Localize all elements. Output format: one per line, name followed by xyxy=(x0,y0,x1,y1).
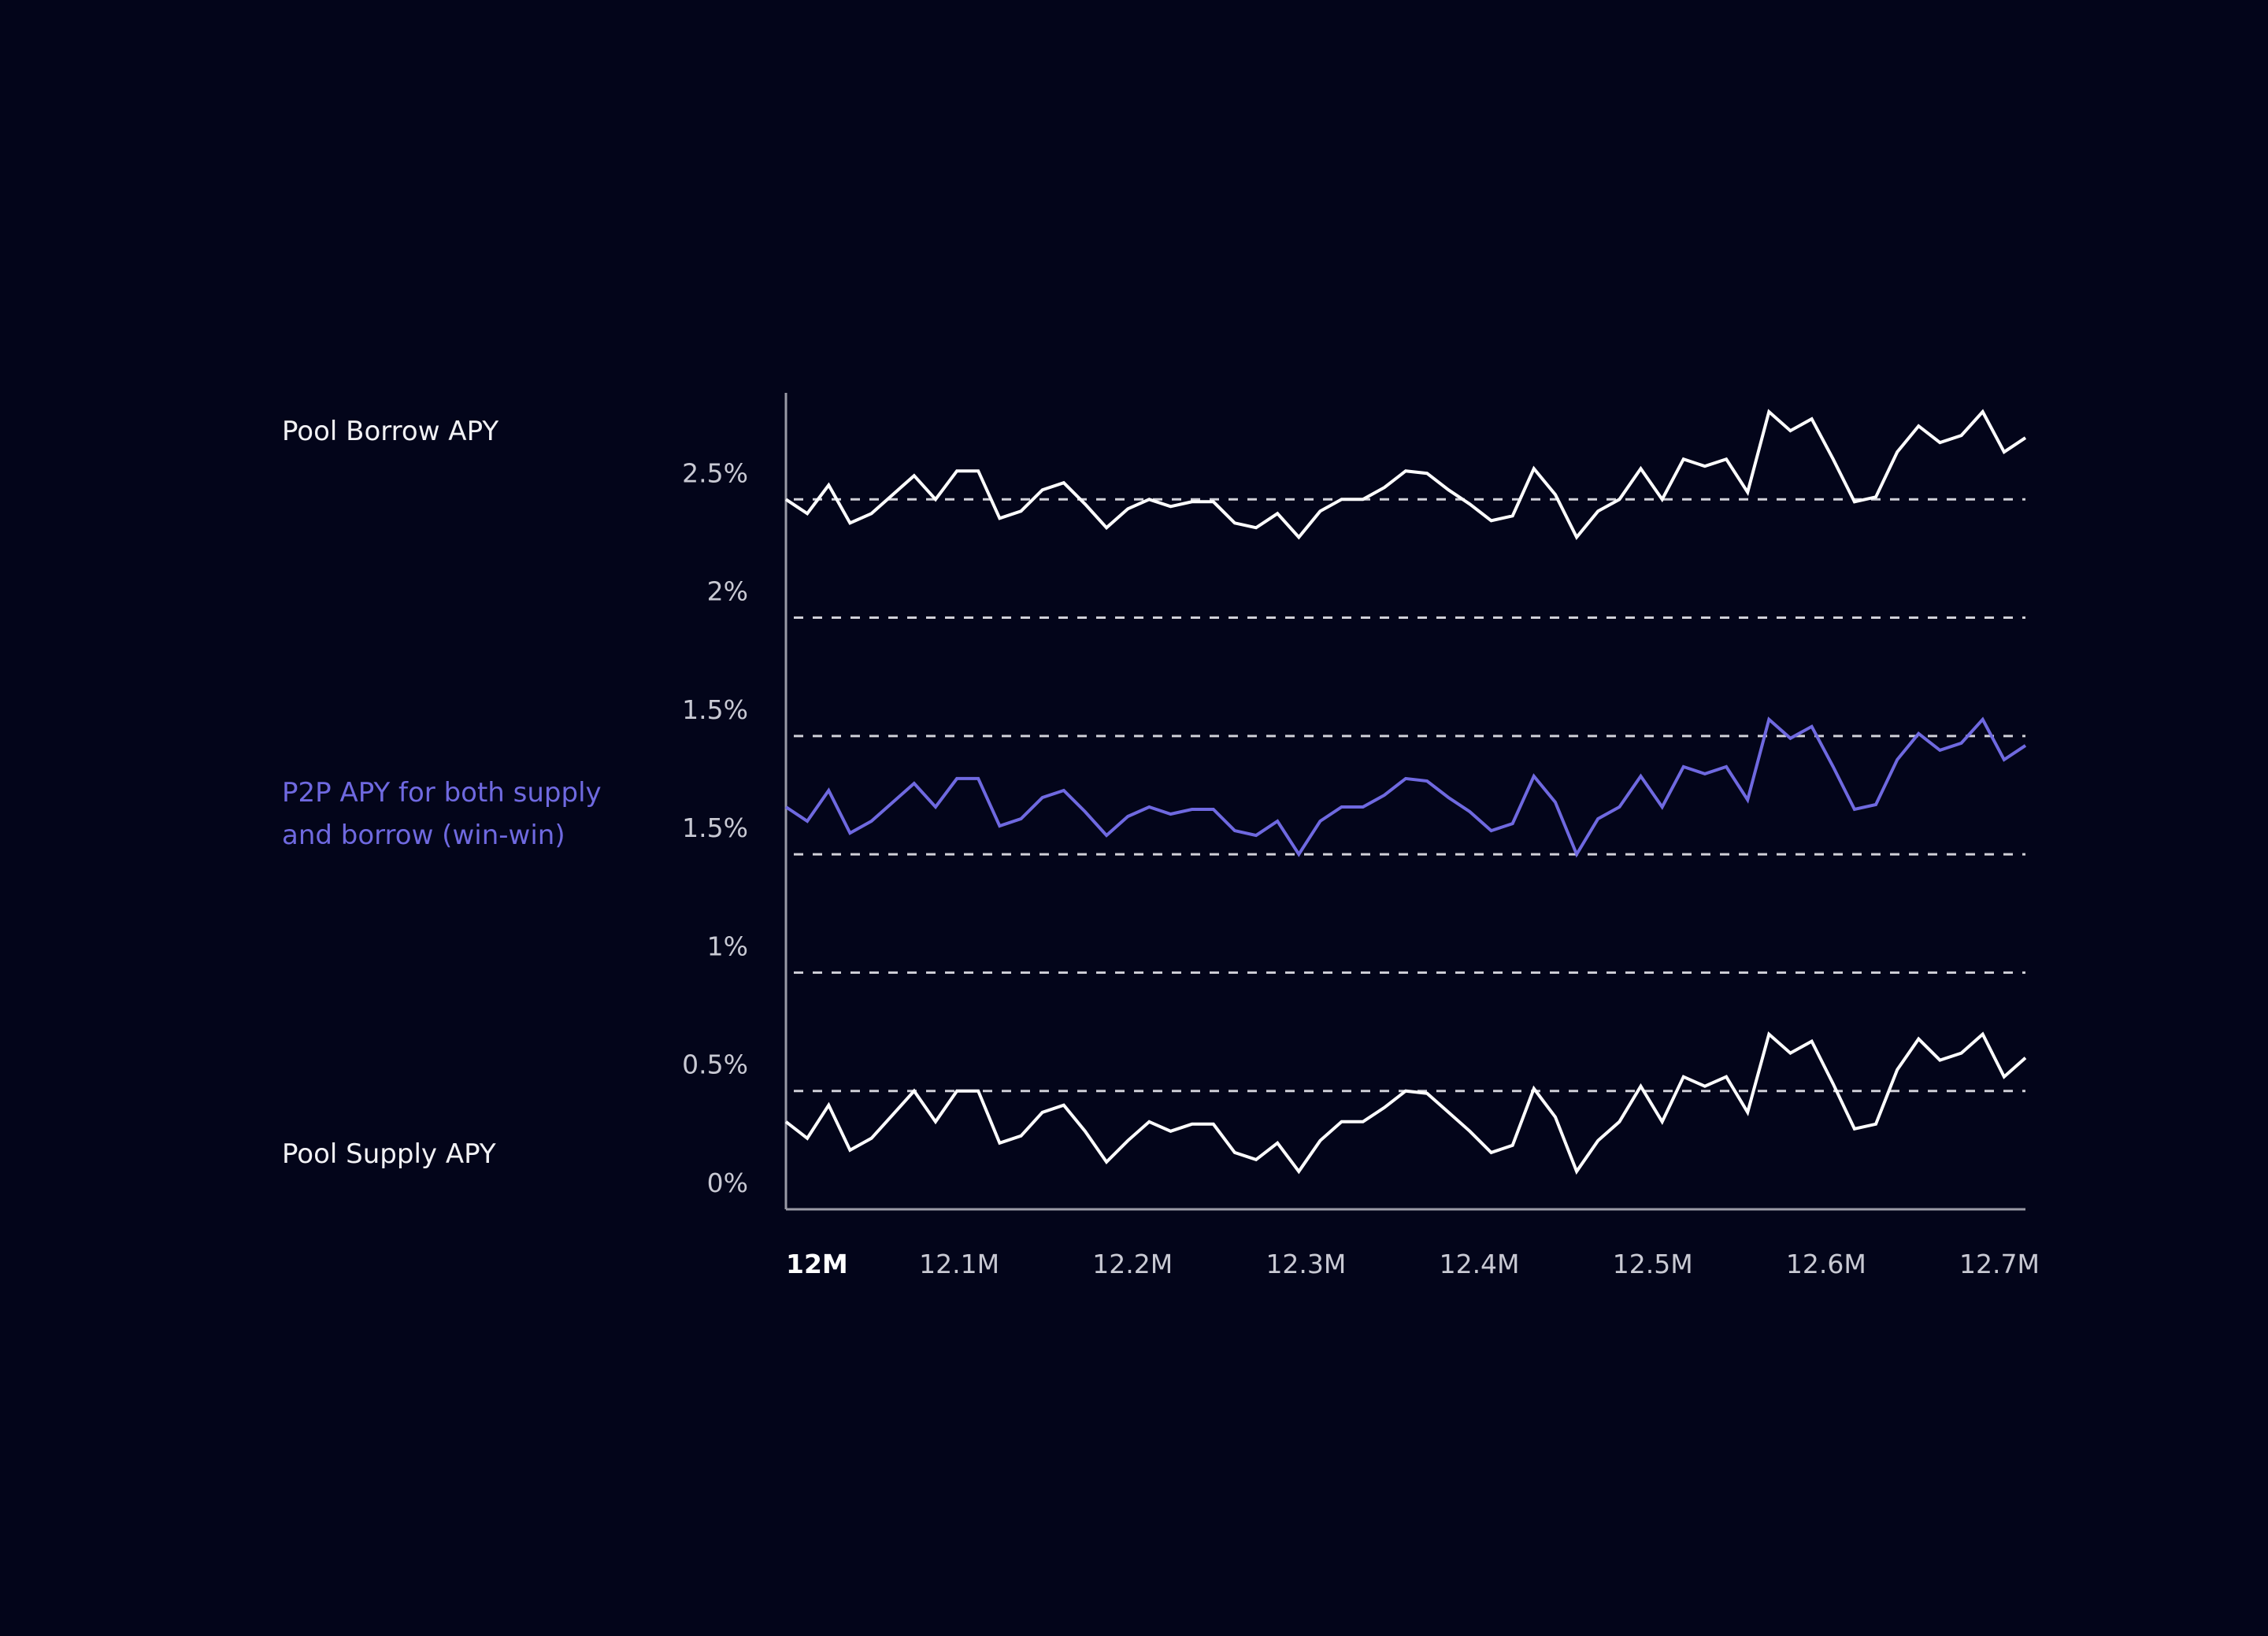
x-tick-label: 12.3M xyxy=(1266,1249,1346,1279)
p2p-label: P2P APY for both supply and borrow (win-… xyxy=(282,777,602,851)
x-tick-label: 12.7M xyxy=(1959,1249,2040,1279)
y-tick-labels: 0% 0.5% 1% 1.5% 1.5% 2% 2.5% xyxy=(682,457,748,1198)
x-tick-labels: 12M 12.1M 12.2M 12.3M 12.4M 12.5M 12.6M 12.7M xyxy=(786,1249,2040,1279)
x-tick-label: 12.1M xyxy=(919,1249,999,1279)
series-line xyxy=(784,716,2027,858)
series-line xyxy=(784,1031,2027,1175)
series-lines xyxy=(784,409,2027,1175)
y-tick-label: 2.5% xyxy=(682,457,748,488)
pool-borrow-label: Pool Borrow APY xyxy=(282,416,499,447)
series-line xyxy=(784,409,2027,541)
x-tick-label: 12.4M xyxy=(1440,1249,1520,1279)
y-tick-label: 1% xyxy=(707,931,748,961)
y-tick-label: 1.5% xyxy=(682,812,748,843)
y-tick-label: 0% xyxy=(707,1168,748,1198)
y-tick-label: 0.5% xyxy=(682,1049,748,1080)
x-tick-label: 12.6M xyxy=(1786,1249,1866,1279)
x-tick-label: 12.2M xyxy=(1092,1249,1173,1279)
axes xyxy=(784,393,2025,1211)
grid-lines xyxy=(794,498,2025,1093)
x-tick-label: 12M xyxy=(786,1249,848,1279)
pool-supply-label: Pool Supply APY xyxy=(282,1138,496,1170)
y-tick-label: 1.5% xyxy=(682,694,748,725)
x-tick-label: 12.5M xyxy=(1613,1249,1693,1279)
y-tick-label: 2% xyxy=(707,576,748,607)
